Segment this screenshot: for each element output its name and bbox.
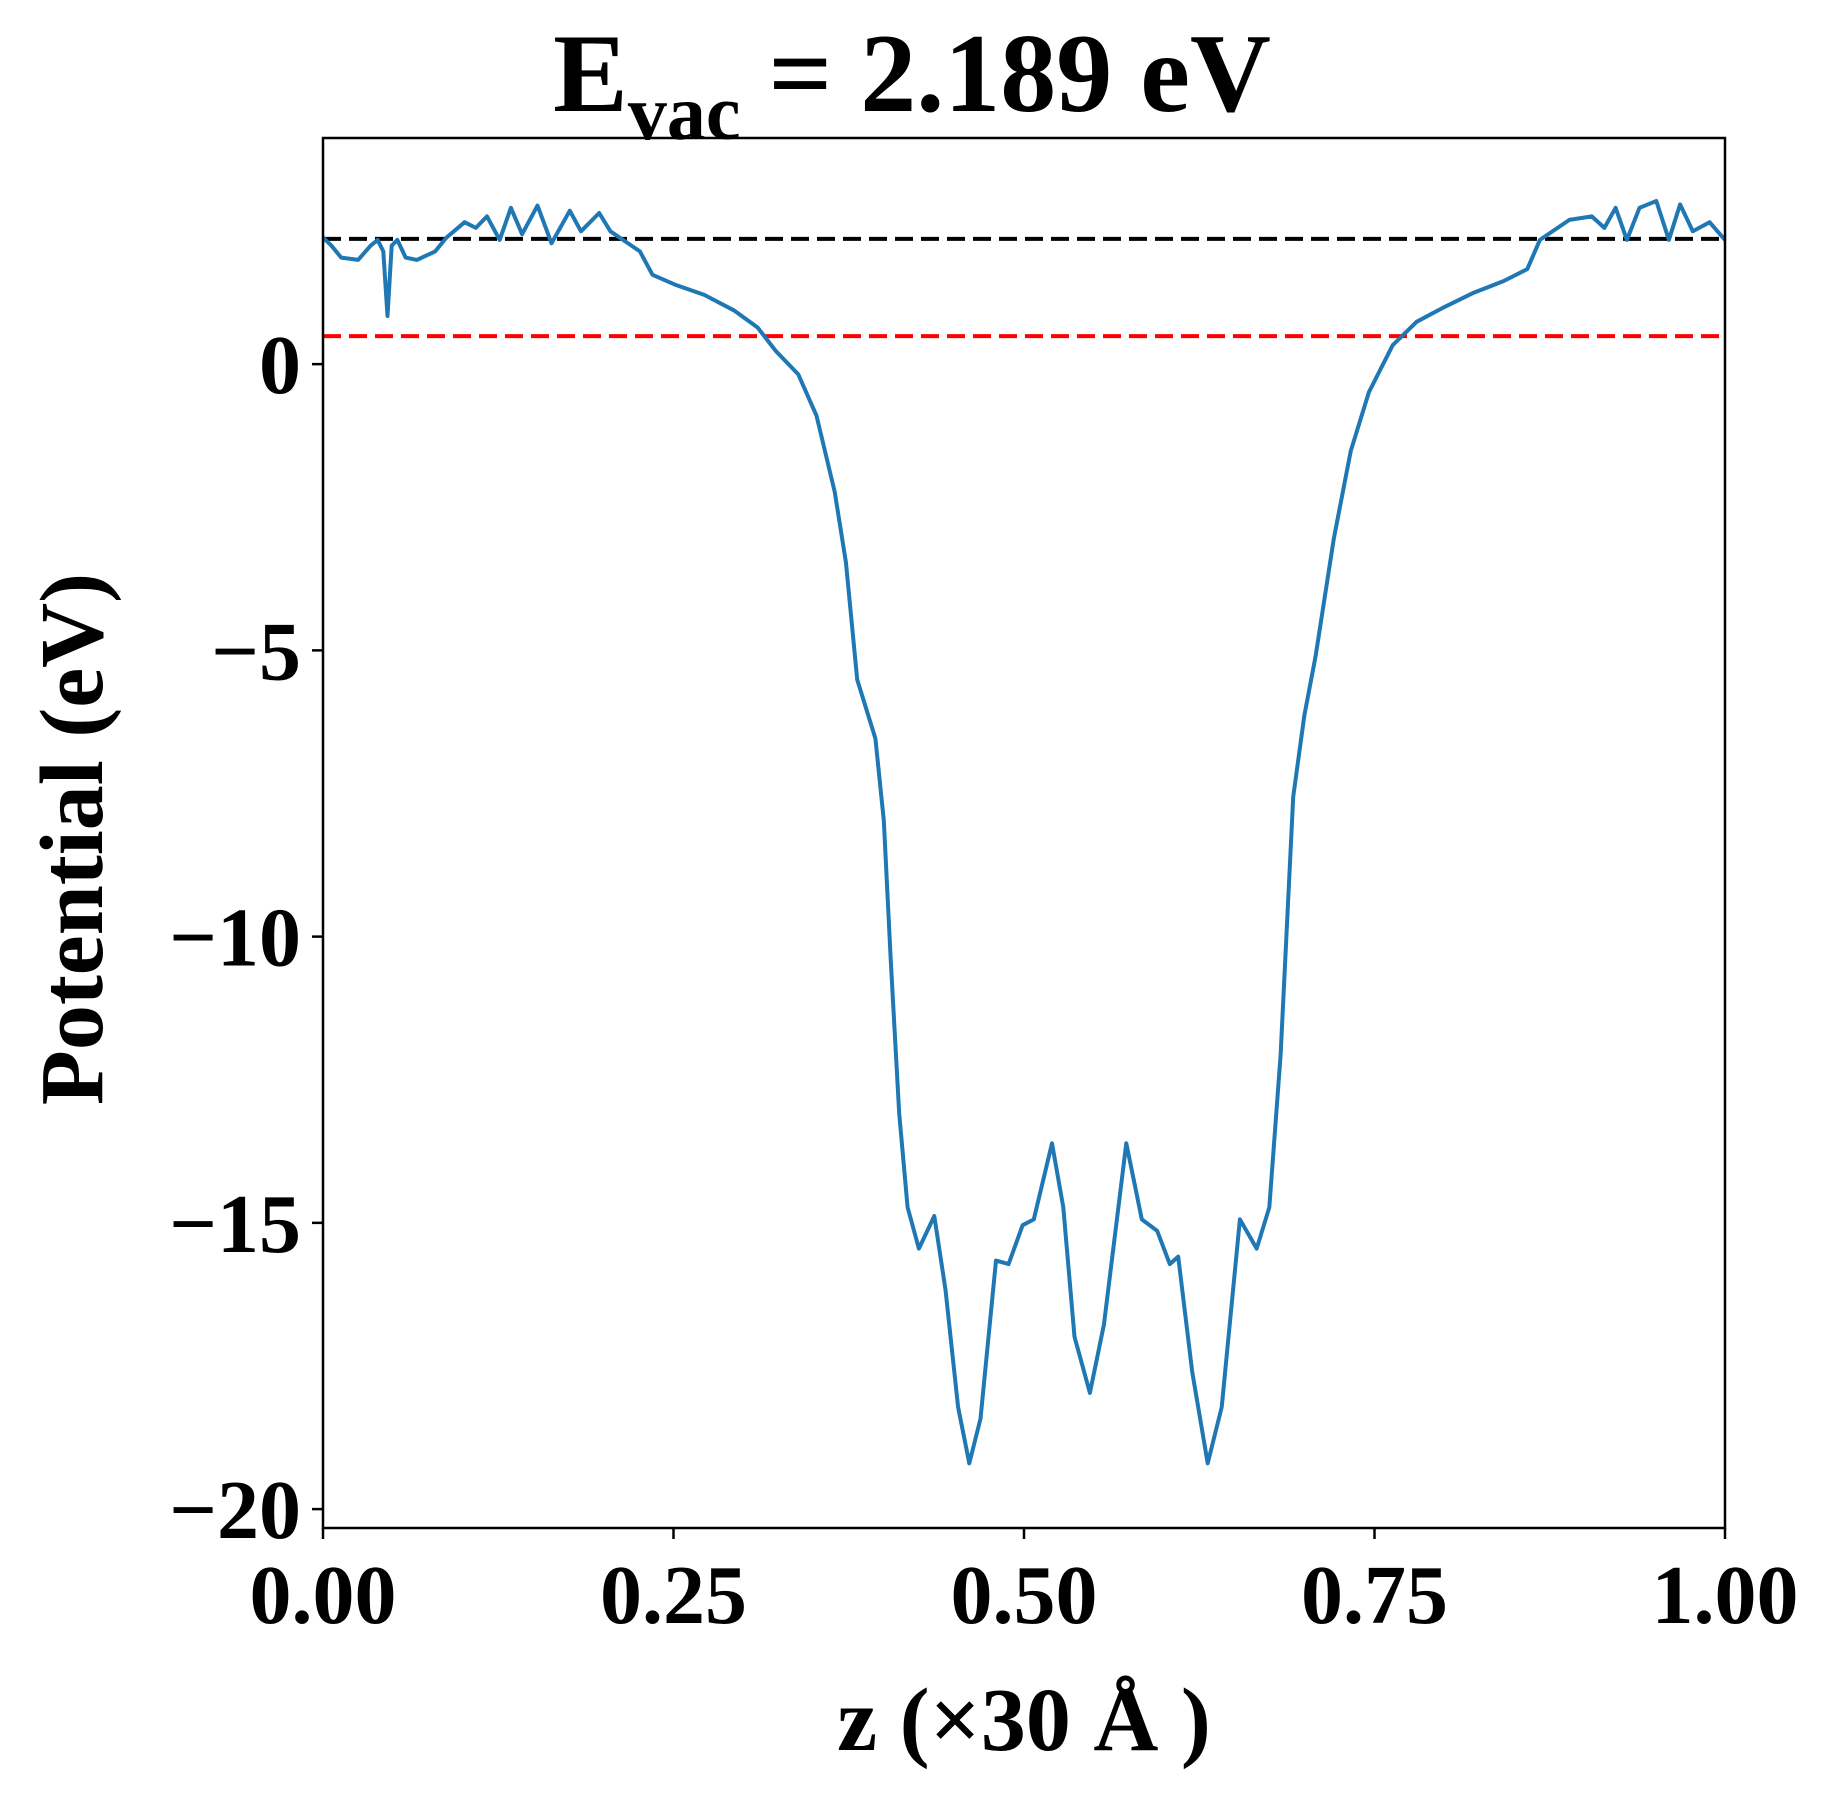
x-tick-label: 0.00 (250, 1549, 397, 1642)
title-subscript: vac (628, 69, 741, 156)
y-tick-label: −10 (169, 892, 301, 985)
title-main: E (553, 12, 628, 136)
y-tick-label: −5 (211, 605, 301, 698)
x-tick-label: 0.75 (1301, 1549, 1448, 1642)
y-tick-label: −15 (169, 1178, 301, 1271)
x-tick-label: 0.50 (951, 1549, 1098, 1642)
y-axis-label: Potential (eV) (23, 573, 122, 1105)
x-tick-label: 0.25 (600, 1549, 747, 1642)
x-axis-label: z (×30 Å ) (837, 1671, 1211, 1770)
y-tick-label: 0 (259, 319, 301, 412)
y-tick-label: −20 (169, 1464, 301, 1557)
chart-title: Evac = 2.189 eV (553, 12, 1271, 156)
data-line (321, 199, 1727, 1466)
plot-frame (321, 136, 1727, 1530)
x-tick-label: 1.00 (1652, 1549, 1799, 1642)
title-suffix: = 2.189 eV (740, 12, 1270, 136)
